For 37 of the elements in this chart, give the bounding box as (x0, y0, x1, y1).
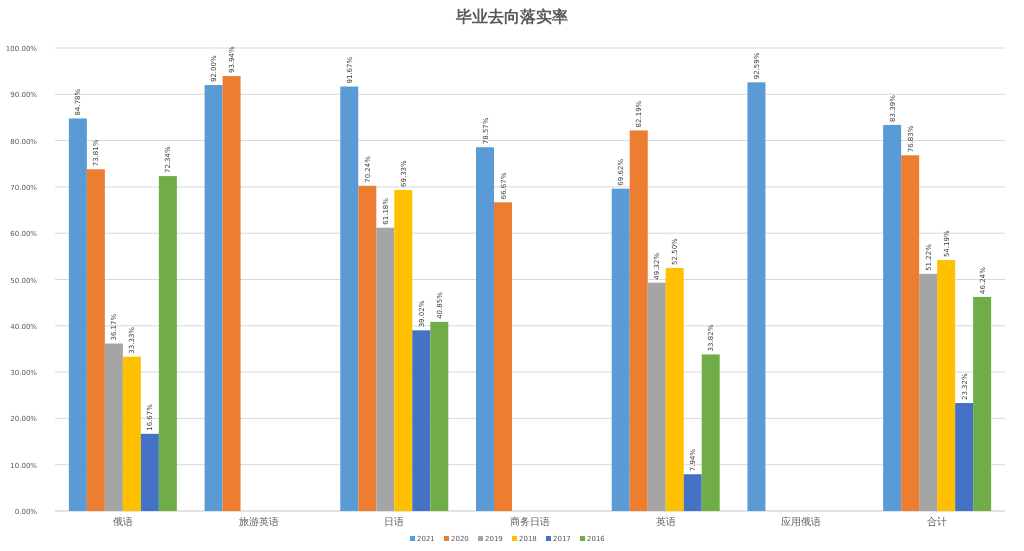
bar (430, 321, 449, 511)
bar (158, 176, 177, 511)
bar (140, 433, 159, 511)
bar (883, 124, 902, 511)
bar (919, 273, 938, 511)
bar (68, 118, 87, 511)
x-tick-label: 日语 (384, 516, 405, 527)
bar (647, 282, 666, 511)
bar (204, 85, 223, 511)
bar (955, 403, 974, 511)
bar (611, 188, 630, 511)
x-tick-label: 俄语 (112, 516, 133, 527)
bar (222, 76, 241, 511)
chart-title: 毕业去向落实率 (455, 7, 568, 26)
bar (629, 130, 648, 511)
x-tick-label: 应用俄语 (781, 516, 822, 527)
bar (683, 474, 702, 511)
bar (901, 155, 920, 511)
x-tick-label: 合计 (927, 516, 948, 527)
bar (747, 82, 766, 511)
bar (476, 147, 494, 511)
bar (701, 354, 720, 511)
bar (86, 169, 105, 511)
bar (665, 267, 684, 511)
x-tick-label: 英语 (655, 516, 676, 527)
bar (340, 86, 359, 511)
x-tick-label: 商务日语 (510, 516, 550, 527)
bar (376, 227, 395, 511)
bar (937, 260, 956, 511)
bar (394, 190, 413, 511)
bar (104, 343, 123, 511)
bar (412, 330, 431, 511)
bar (358, 185, 377, 511)
x-tick-label: 旅游英语 (238, 516, 279, 527)
bar (973, 296, 992, 511)
bar (122, 356, 141, 511)
bar (494, 202, 512, 511)
